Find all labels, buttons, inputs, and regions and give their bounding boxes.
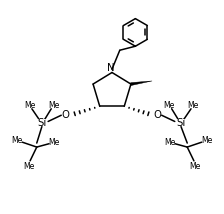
Text: O: O [62, 110, 70, 120]
Text: Me: Me [25, 101, 36, 110]
Text: Me: Me [189, 162, 201, 171]
Text: Me: Me [11, 136, 23, 145]
Text: Me: Me [164, 101, 175, 110]
Text: Si: Si [176, 117, 186, 128]
Text: Me: Me [201, 136, 213, 145]
Text: Me: Me [48, 101, 59, 110]
Text: O: O [153, 110, 161, 120]
Text: Me: Me [23, 162, 35, 171]
Polygon shape [131, 81, 152, 86]
Text: Si: Si [37, 117, 47, 128]
Text: Me: Me [164, 138, 176, 147]
Text: Me: Me [187, 101, 199, 110]
Text: N: N [107, 63, 115, 73]
Text: Me: Me [48, 138, 60, 147]
